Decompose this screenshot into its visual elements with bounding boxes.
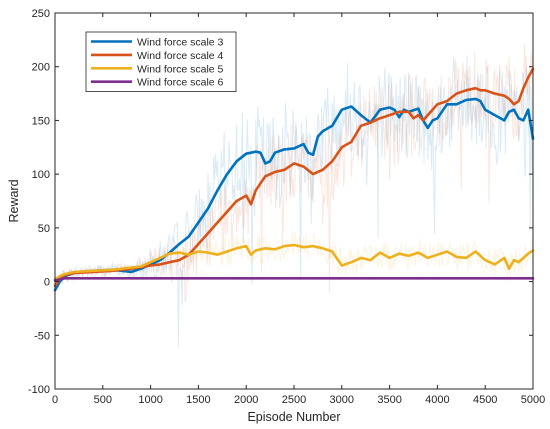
x-tick-label: 1500	[186, 394, 210, 406]
x-tick-label: 2500	[282, 394, 306, 406]
x-tick-label: 0	[52, 394, 58, 406]
axes: 0 500 1000 1500 2000 2500 3000 3500 4000 4500 5000…	[28, 8, 545, 406]
x-tick-label: 4500	[473, 394, 497, 406]
x-tick-label: 1000	[138, 394, 162, 406]
y-tick-label: 0	[44, 277, 50, 289]
x-tick-label: 500	[94, 394, 112, 406]
y-tick-label: 150	[32, 115, 50, 127]
x-tick-label: 3000	[330, 394, 354, 406]
x-tick-label: 2000	[234, 394, 258, 406]
y-tick-label: 200	[32, 62, 50, 74]
series-line-3	[53, 243, 535, 281]
legend-label-3: Wind force scale 5	[137, 63, 224, 75]
x-tick-label: 5000	[521, 394, 545, 406]
legend-label-4: Wind force scale 6	[137, 77, 224, 89]
y-tick-label: 50	[38, 223, 50, 235]
series-line-2	[53, 67, 535, 288]
x-tick-label: 3500	[377, 394, 401, 406]
y-axis-title: Reward	[7, 179, 21, 222]
y-tick-label: -50	[34, 330, 50, 342]
legend-label-2: Wind force scale 4	[137, 50, 224, 62]
x-axis-title: Episode Number	[247, 410, 340, 424]
y-tick-label: 250	[32, 8, 50, 20]
legend-label-1: Wind force scale 3	[137, 37, 224, 49]
y-tick-label: 100	[32, 169, 50, 181]
y-tick-label: -100	[28, 384, 50, 396]
smoothed-reward-lines	[53, 67, 535, 292]
x-tick-label: 4000	[425, 394, 449, 406]
series-line-4	[53, 276, 535, 282]
